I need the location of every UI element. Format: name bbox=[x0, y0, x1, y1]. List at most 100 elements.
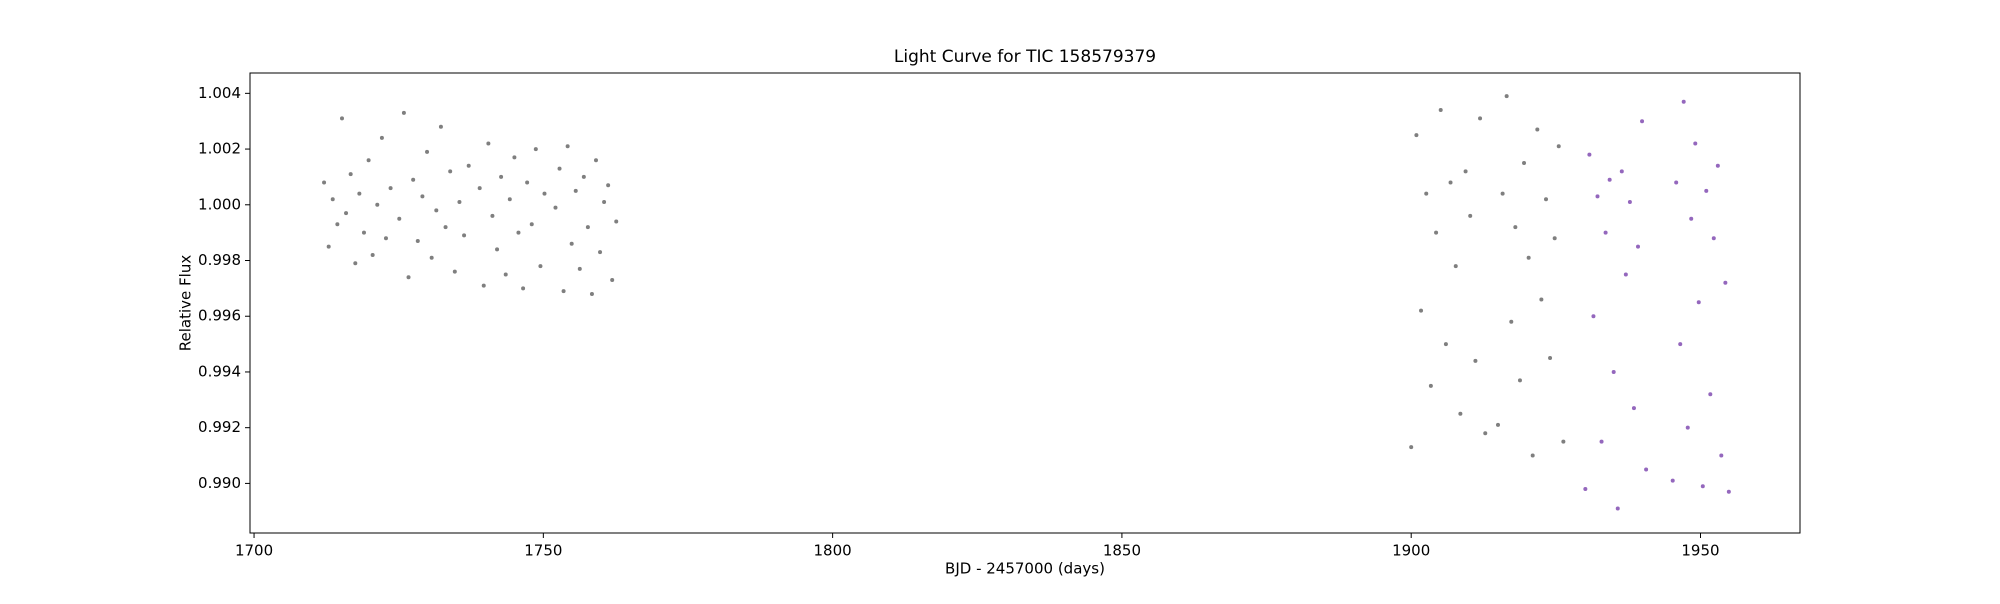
data-point bbox=[375, 202, 380, 207]
data-point bbox=[462, 233, 467, 238]
data-point bbox=[1443, 342, 1448, 347]
x-tick-label: 1900 bbox=[1392, 542, 1430, 560]
data-point bbox=[529, 222, 534, 227]
data-point bbox=[457, 200, 462, 205]
data-point bbox=[1696, 300, 1701, 305]
data-point bbox=[466, 163, 471, 168]
data-point bbox=[507, 197, 512, 202]
data-point bbox=[1708, 392, 1713, 397]
data-point bbox=[1704, 188, 1709, 193]
x-axis-label: BJD - 2457000 (days) bbox=[945, 560, 1105, 578]
data-point bbox=[1428, 383, 1433, 388]
data-point bbox=[1552, 236, 1557, 241]
data-point bbox=[443, 225, 448, 230]
data-point bbox=[602, 200, 607, 205]
y-tick-label: 0.994 bbox=[198, 362, 241, 380]
data-point bbox=[1434, 230, 1439, 235]
data-point bbox=[348, 172, 353, 177]
data-point bbox=[1711, 236, 1716, 241]
data-point bbox=[1599, 439, 1604, 444]
data-point bbox=[1674, 180, 1679, 185]
data-point bbox=[538, 264, 543, 269]
data-point bbox=[1603, 230, 1608, 235]
data-point bbox=[533, 147, 538, 152]
data-point bbox=[1458, 411, 1463, 416]
data-point bbox=[553, 205, 558, 210]
data-point bbox=[438, 124, 443, 129]
data-point bbox=[512, 155, 517, 160]
data-point bbox=[1607, 177, 1612, 182]
data-point bbox=[353, 261, 358, 266]
data-point bbox=[1591, 314, 1596, 319]
data-point bbox=[589, 291, 594, 296]
data-point bbox=[344, 211, 349, 216]
y-tick-label: 1.002 bbox=[198, 140, 241, 158]
data-point bbox=[610, 278, 615, 283]
data-point bbox=[561, 289, 566, 294]
data-point bbox=[1689, 216, 1694, 221]
data-point bbox=[339, 116, 344, 121]
data-point bbox=[1681, 99, 1686, 104]
data-point bbox=[434, 208, 439, 213]
data-point bbox=[1424, 191, 1429, 196]
data-point bbox=[1463, 169, 1468, 174]
data-point bbox=[420, 194, 425, 199]
data-point bbox=[573, 188, 578, 193]
data-point bbox=[1448, 180, 1453, 185]
data-point bbox=[406, 275, 411, 280]
data-point bbox=[1504, 94, 1509, 99]
data-point bbox=[1635, 244, 1640, 249]
data-point bbox=[366, 158, 371, 163]
data-point bbox=[1409, 445, 1414, 450]
data-point bbox=[1561, 439, 1566, 444]
data-point bbox=[1685, 425, 1690, 430]
data-point bbox=[1615, 506, 1620, 511]
y-tick-label: 0.990 bbox=[198, 474, 241, 492]
data-point bbox=[1693, 141, 1698, 146]
data-point bbox=[1723, 280, 1728, 285]
data-point bbox=[569, 241, 574, 246]
data-point bbox=[525, 180, 530, 185]
data-point bbox=[1548, 356, 1553, 361]
data-point bbox=[452, 269, 457, 274]
data-point bbox=[1522, 160, 1527, 165]
data-point bbox=[516, 230, 521, 235]
data-point bbox=[397, 216, 402, 221]
data-point bbox=[1587, 152, 1592, 157]
data-point bbox=[1700, 484, 1705, 489]
data-point bbox=[1526, 255, 1531, 260]
data-point bbox=[1453, 264, 1458, 269]
data-point bbox=[448, 169, 453, 174]
data-point bbox=[401, 110, 406, 115]
data-point bbox=[499, 174, 504, 179]
x-tick-label: 1700 bbox=[235, 542, 273, 560]
data-point bbox=[606, 183, 611, 188]
chart-title: Light Curve for TIC 158579379 bbox=[894, 47, 1156, 67]
data-point bbox=[370, 252, 375, 257]
data-point bbox=[1513, 225, 1518, 230]
data-point bbox=[388, 186, 393, 191]
data-point bbox=[425, 149, 430, 154]
data-point bbox=[1726, 489, 1731, 494]
data-point bbox=[565, 144, 570, 149]
data-point bbox=[1535, 127, 1540, 132]
data-point bbox=[1644, 467, 1649, 472]
data-point bbox=[1468, 213, 1473, 218]
data-point bbox=[330, 197, 335, 202]
data-point bbox=[1500, 191, 1505, 196]
data-point bbox=[379, 135, 384, 140]
data-point bbox=[429, 255, 434, 260]
data-point bbox=[1611, 369, 1616, 374]
data-point bbox=[1539, 297, 1544, 302]
data-point bbox=[1719, 453, 1724, 458]
data-point bbox=[411, 177, 416, 182]
data-point bbox=[486, 141, 491, 146]
data-point bbox=[322, 180, 327, 185]
data-point bbox=[1631, 406, 1636, 411]
data-point bbox=[335, 222, 340, 227]
data-point bbox=[1583, 486, 1588, 491]
x-tick-label: 1800 bbox=[814, 542, 852, 560]
data-point bbox=[1419, 308, 1424, 313]
